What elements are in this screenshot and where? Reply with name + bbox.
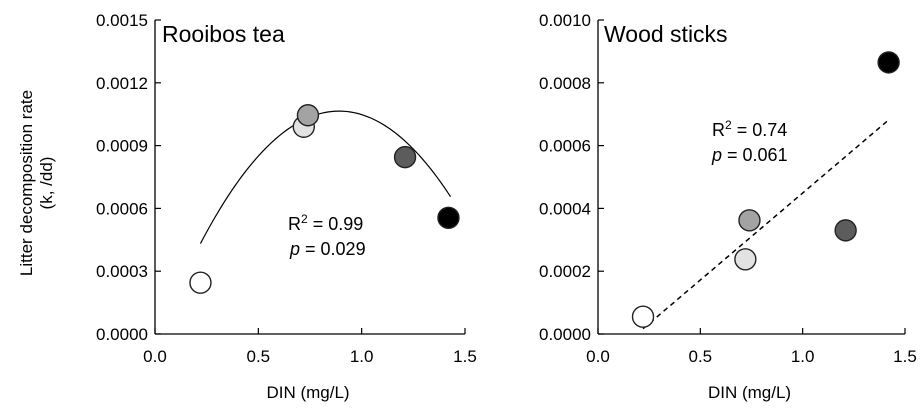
- wood-r2-value: = 0.74: [732, 120, 788, 140]
- wood-y-tick-label: 0.0004: [539, 199, 591, 218]
- rooibos-p-label: p = 0.029: [289, 239, 366, 259]
- rooibos-x-tick-label: 1.0: [350, 347, 374, 366]
- wood-y-tick-label: 0.0002: [539, 262, 591, 281]
- wood-y-tick-label: 0.0010: [539, 11, 591, 30]
- wood-x-tick-label: 0.0: [586, 347, 610, 366]
- y-axis-title-line1: Litter decomposition rate: [17, 90, 36, 276]
- wood-data-point: [631, 305, 655, 328]
- wood-x-tick-label: 0.5: [689, 347, 713, 366]
- rooibos-x-tick-label: 0.5: [247, 347, 271, 366]
- rooibos-y-tick-label: 0.0009: [96, 137, 148, 156]
- rooibos-axes: 0.0000 0.0003 0.0006 0.0009 0.0012 0.0015 0.0 0…: [96, 11, 477, 402]
- rooibos-panel-title: Rooibos tea: [162, 21, 285, 47]
- panel-wood-sticks: 0.0000 0.0002 0.0004 0.0006 0.0008 0.0010 0.0 0…: [539, 11, 917, 402]
- wood-points: [631, 51, 900, 328]
- rooibos-r2-sup: 2: [301, 212, 308, 226]
- rooibos-x-tick-label: 1.5: [453, 347, 477, 366]
- rooibos-data-point: [296, 104, 320, 127]
- wood-r2-label: R2 = 0.74: [712, 118, 787, 140]
- wood-r2-sup: 2: [725, 118, 732, 132]
- rooibos-fit-curve: [199, 110, 452, 244]
- wood-data-point: [834, 219, 857, 242]
- rooibos-y-tick-label: 0.0015: [96, 11, 148, 30]
- wood-data-point: [738, 209, 761, 232]
- wood-panel-title: Wood sticks: [604, 21, 728, 47]
- wood-y-tick-label: 0.0006: [539, 137, 591, 156]
- rooibos-p-symbol: p: [289, 239, 300, 259]
- rooibos-data-point: [437, 206, 460, 230]
- rooibos-x-tick-label: 0.0: [143, 347, 167, 366]
- rooibos-y-tick-label: 0.0006: [96, 199, 148, 218]
- wood-r2-prefix: R: [712, 120, 725, 140]
- wood-p-label: p = 0.061: [711, 145, 788, 165]
- rooibos-y-tick-label: 0.0003: [96, 262, 148, 281]
- wood-x-tick-label: 1.5: [893, 347, 917, 366]
- rooibos-r2-label: R2 = 0.99: [288, 212, 363, 234]
- rooibos-y-tick-label: 0.0000: [96, 325, 148, 344]
- rooibos-data-point: [393, 145, 417, 169]
- wood-y-tick-label: 0.0008: [539, 74, 591, 93]
- wood-p-value: = 0.061: [722, 145, 788, 165]
- wood-data-point: [734, 248, 757, 271]
- wood-x-tick-label: 1.0: [791, 347, 815, 366]
- wood-data-point: [877, 51, 900, 74]
- rooibos-data-point: [189, 271, 212, 294]
- wood-y-tick-label: 0.0000: [539, 325, 591, 344]
- wood-x-axis-title: DIN (mg/L): [708, 383, 791, 402]
- wood-p-symbol: p: [711, 145, 722, 165]
- rooibos-r2-prefix: R: [288, 214, 301, 234]
- rooibos-r2-value: = 0.99: [308, 214, 364, 234]
- rooibos-x-axis-title: DIN (mg/L): [266, 383, 349, 402]
- rooibos-p-value: = 0.029: [300, 239, 366, 259]
- wood-axes: 0.0000 0.0002 0.0004 0.0006 0.0008 0.0010 0.0 0…: [539, 11, 917, 402]
- y-axis-title-line2: (k, /dd): [37, 157, 56, 210]
- panel-rooibos-tea: 0.0000 0.0003 0.0006 0.0009 0.0012 0.0015 0.0 0…: [96, 11, 477, 402]
- rooibos-y-tick-label: 0.0012: [96, 74, 148, 93]
- rooibos-points: [189, 104, 460, 294]
